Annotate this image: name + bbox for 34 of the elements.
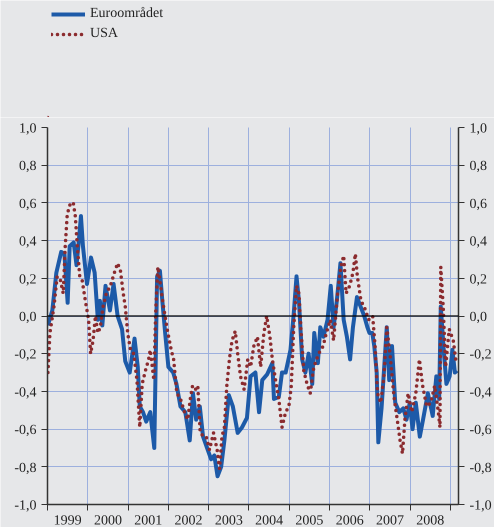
x-tick-label: 2001 [134, 514, 162, 527]
legend-label: USA [90, 26, 118, 42]
y-tick-label: -0,2 [14, 348, 37, 363]
x-tick-label: 2002 [174, 514, 203, 527]
y2-tick-label: 0,2 [470, 272, 487, 288]
x-tick-label: 2008 [416, 514, 444, 527]
y2-tick-label: 0,0 [470, 310, 487, 325]
y-tick-label: 0,4 [19, 234, 36, 250]
x-tick-label: 2005 [295, 514, 324, 527]
y2-tick-label: 0,6 [470, 196, 487, 212]
y2-tick-label: 1,0 [470, 122, 487, 136]
y-tick-label: -0,4 [14, 385, 37, 400]
y-tick-label: -0,6 [14, 423, 37, 438]
x-tick-label: 2006 [336, 514, 364, 527]
y2-tick-label: -0,2 [470, 348, 492, 363]
y-tick-label: 0,0 [19, 310, 36, 325]
x-tick-label: 1999 [54, 514, 82, 527]
y-tick-label: 1,0 [19, 122, 36, 136]
x-tick-label: 2007 [376, 514, 404, 527]
y2-tick-label: 0,4 [470, 234, 487, 250]
x-tick-label: 2003 [214, 514, 243, 527]
y2-tick-label: -0,4 [470, 385, 492, 400]
y2-tick-label: 0,8 [470, 159, 487, 174]
legend-label: Euroområdet [90, 6, 164, 22]
y-tick-label: -0,8 [14, 460, 37, 476]
y2-tick-label: -0,6 [470, 423, 492, 438]
y-tick-label: 0,2 [19, 272, 36, 288]
y-tick-label: 0,8 [19, 159, 36, 174]
y2-tick-label: -0,8 [470, 460, 492, 476]
y-tick-label: -1,0 [14, 498, 37, 514]
y-tick-label: 0,6 [19, 196, 36, 212]
x-tick-label: 2004 [255, 514, 284, 527]
y2-tick-label: -1,0 [470, 498, 492, 514]
x-tick-label: 2000 [94, 514, 122, 527]
